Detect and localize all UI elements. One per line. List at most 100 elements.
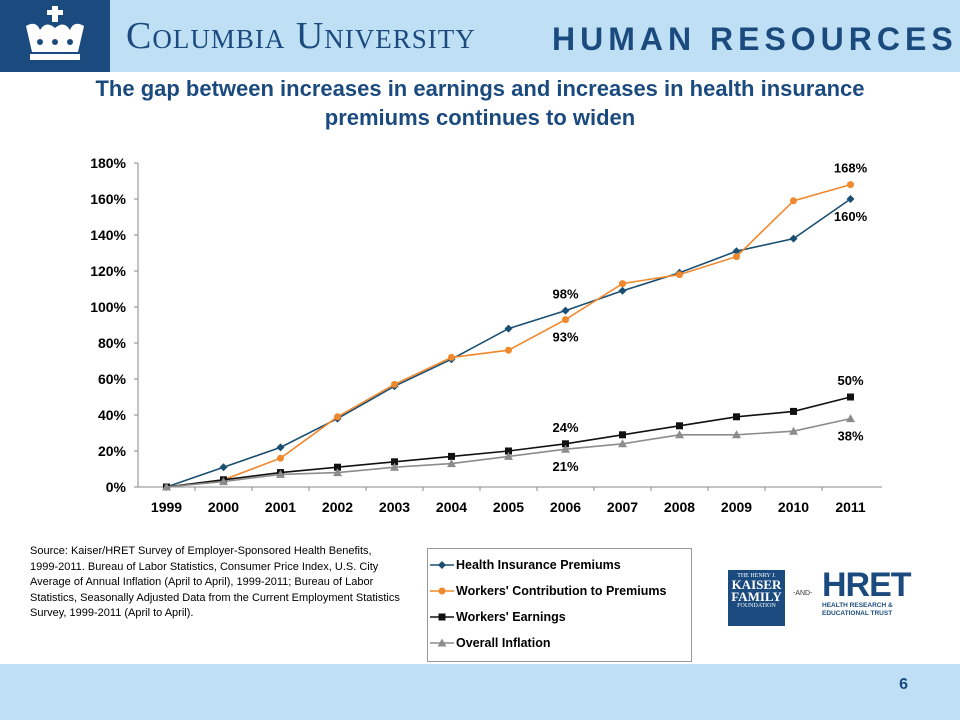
legend-swatch-marker — [438, 613, 446, 621]
data-point — [733, 253, 740, 261]
series-group — [163, 181, 854, 491]
data-point — [732, 430, 741, 439]
data-point — [847, 393, 854, 401]
legend-label: Workers' Contribution to Premiums — [456, 584, 667, 598]
series-group — [162, 195, 855, 491]
source-note: Source: Kaiser/HRET Survey of Employer-S… — [30, 545, 400, 619]
data-point — [276, 469, 285, 478]
y-tick-label: 160% — [90, 191, 126, 207]
data-point — [846, 414, 855, 423]
y-axis: 0% 20% 40% 60% 80% 100% 120% 140% 160% 180% 1999 20… — [90, 155, 882, 515]
x-tick-label: 2008 — [664, 499, 695, 515]
hret-logo: HRET HEALTH RESEARCH & EDUCATIONAL TRUST — [822, 566, 912, 618]
chart-legend: Health Insurance Premiums Workers' Contri… — [427, 548, 692, 662]
slide-title: The gap between increases in earnings an… — [95, 76, 865, 130]
data-point — [676, 271, 683, 279]
y-tick-label: 20% — [98, 443, 127, 459]
line-chart: 0% 20% 40% 60% 80% 100% 120% 140% 160% 180% 1999 20… — [90, 155, 882, 515]
legend-swatch — [430, 613, 454, 621]
legend-swatch — [430, 587, 454, 595]
x-tick-label: 2003 — [379, 499, 410, 515]
x-tick-label: 1999 — [151, 499, 182, 515]
data-point — [333, 468, 342, 477]
data-point — [447, 459, 456, 468]
data-point — [789, 234, 798, 243]
data-point — [790, 407, 797, 415]
annotation-layer: 168% 160% 98% 93% 50% 38% 24% 21% — [552, 161, 867, 475]
data-label: 38% — [837, 429, 863, 444]
x-tick-label: 2007 — [607, 499, 638, 515]
hret-wordmark: HRET — [822, 566, 912, 604]
data-label: 21% — [552, 459, 578, 474]
series-line — [166, 396, 851, 488]
data-point — [561, 306, 570, 315]
data-point — [789, 426, 798, 435]
y-tick-label: 40% — [98, 407, 127, 423]
legend-swatch-marker — [438, 561, 446, 569]
legend-label: Overall Inflation — [456, 636, 551, 650]
legend-swatch-marker — [437, 638, 447, 647]
data-point — [732, 247, 741, 256]
data-label: 160% — [834, 209, 868, 224]
data-point — [619, 280, 626, 288]
data-point — [448, 353, 455, 361]
data-point — [504, 324, 513, 333]
x-tick-label: 2000 — [208, 499, 239, 515]
legend-label: Health Insurance Premiums — [456, 558, 621, 572]
legend-item: Workers' Earnings — [428, 605, 691, 631]
x-tick-label: 2002 — [322, 499, 353, 515]
kaiser-logo-line: THE HENRY J. — [737, 573, 776, 579]
data-point — [619, 431, 626, 439]
columbia-crown-logo — [0, 0, 110, 72]
data-point — [847, 181, 854, 189]
legend-swatch — [430, 638, 454, 647]
and-separator: -AND- — [793, 590, 813, 597]
data-point — [276, 443, 285, 452]
hret-subtitle-line: EDUCATIONAL TRUST — [822, 610, 893, 617]
data-point — [448, 452, 455, 460]
kaiser-logo-line: FAMILY — [731, 589, 782, 604]
data-point — [334, 463, 341, 471]
data-point — [504, 451, 513, 460]
y-tick-label: 140% — [90, 227, 126, 243]
kaiser-logo-line: FOUNDATION — [737, 603, 776, 609]
x-tick-label: 2009 — [721, 499, 752, 515]
data-point — [618, 439, 627, 448]
x-tick-label: 2006 — [550, 499, 581, 515]
series-line — [166, 183, 851, 488]
legend-swatch — [430, 561, 454, 569]
x-tick-label: 2001 — [265, 499, 296, 515]
data-point — [505, 346, 512, 354]
data-point — [675, 430, 684, 439]
data-point — [676, 422, 683, 430]
data-point — [390, 462, 399, 471]
data-label: 98% — [552, 287, 578, 302]
y-tick-label: 100% — [90, 299, 126, 315]
y-tick-label: 0% — [106, 479, 127, 495]
data-label: 24% — [552, 420, 578, 435]
x-tick-label: 2005 — [493, 499, 524, 515]
university-name: Columbia University — [126, 15, 476, 57]
crown-icon — [26, 6, 84, 60]
data-point — [733, 413, 740, 421]
series-group — [162, 414, 855, 491]
data-label: 93% — [552, 330, 578, 345]
hret-subtitle: HEALTH RESEARCH & EDUCATIONAL TRUST — [822, 602, 911, 618]
x-tick-label: 2011 — [835, 499, 866, 515]
kaiser-family-foundation-logo: THE HENRY J. KAISER FAMILY FOUNDATION — [728, 570, 785, 626]
data-point — [162, 482, 171, 491]
data-point — [846, 195, 855, 203]
data-point — [618, 286, 627, 295]
hret-subtitle-line: HEALTH RESEARCH & — [822, 602, 893, 609]
y-tick-label: 180% — [90, 155, 126, 171]
x-tick-label: 2010 — [778, 499, 809, 515]
page-number: 6 — [899, 676, 908, 693]
data-point — [561, 444, 570, 453]
data-point — [219, 477, 228, 486]
data-label: 50% — [837, 373, 863, 388]
data-point — [562, 316, 569, 324]
legend-label: Workers' Earnings — [456, 610, 566, 624]
series-layer — [162, 181, 855, 491]
legend-swatch-marker — [438, 587, 446, 595]
series-line — [166, 198, 851, 488]
